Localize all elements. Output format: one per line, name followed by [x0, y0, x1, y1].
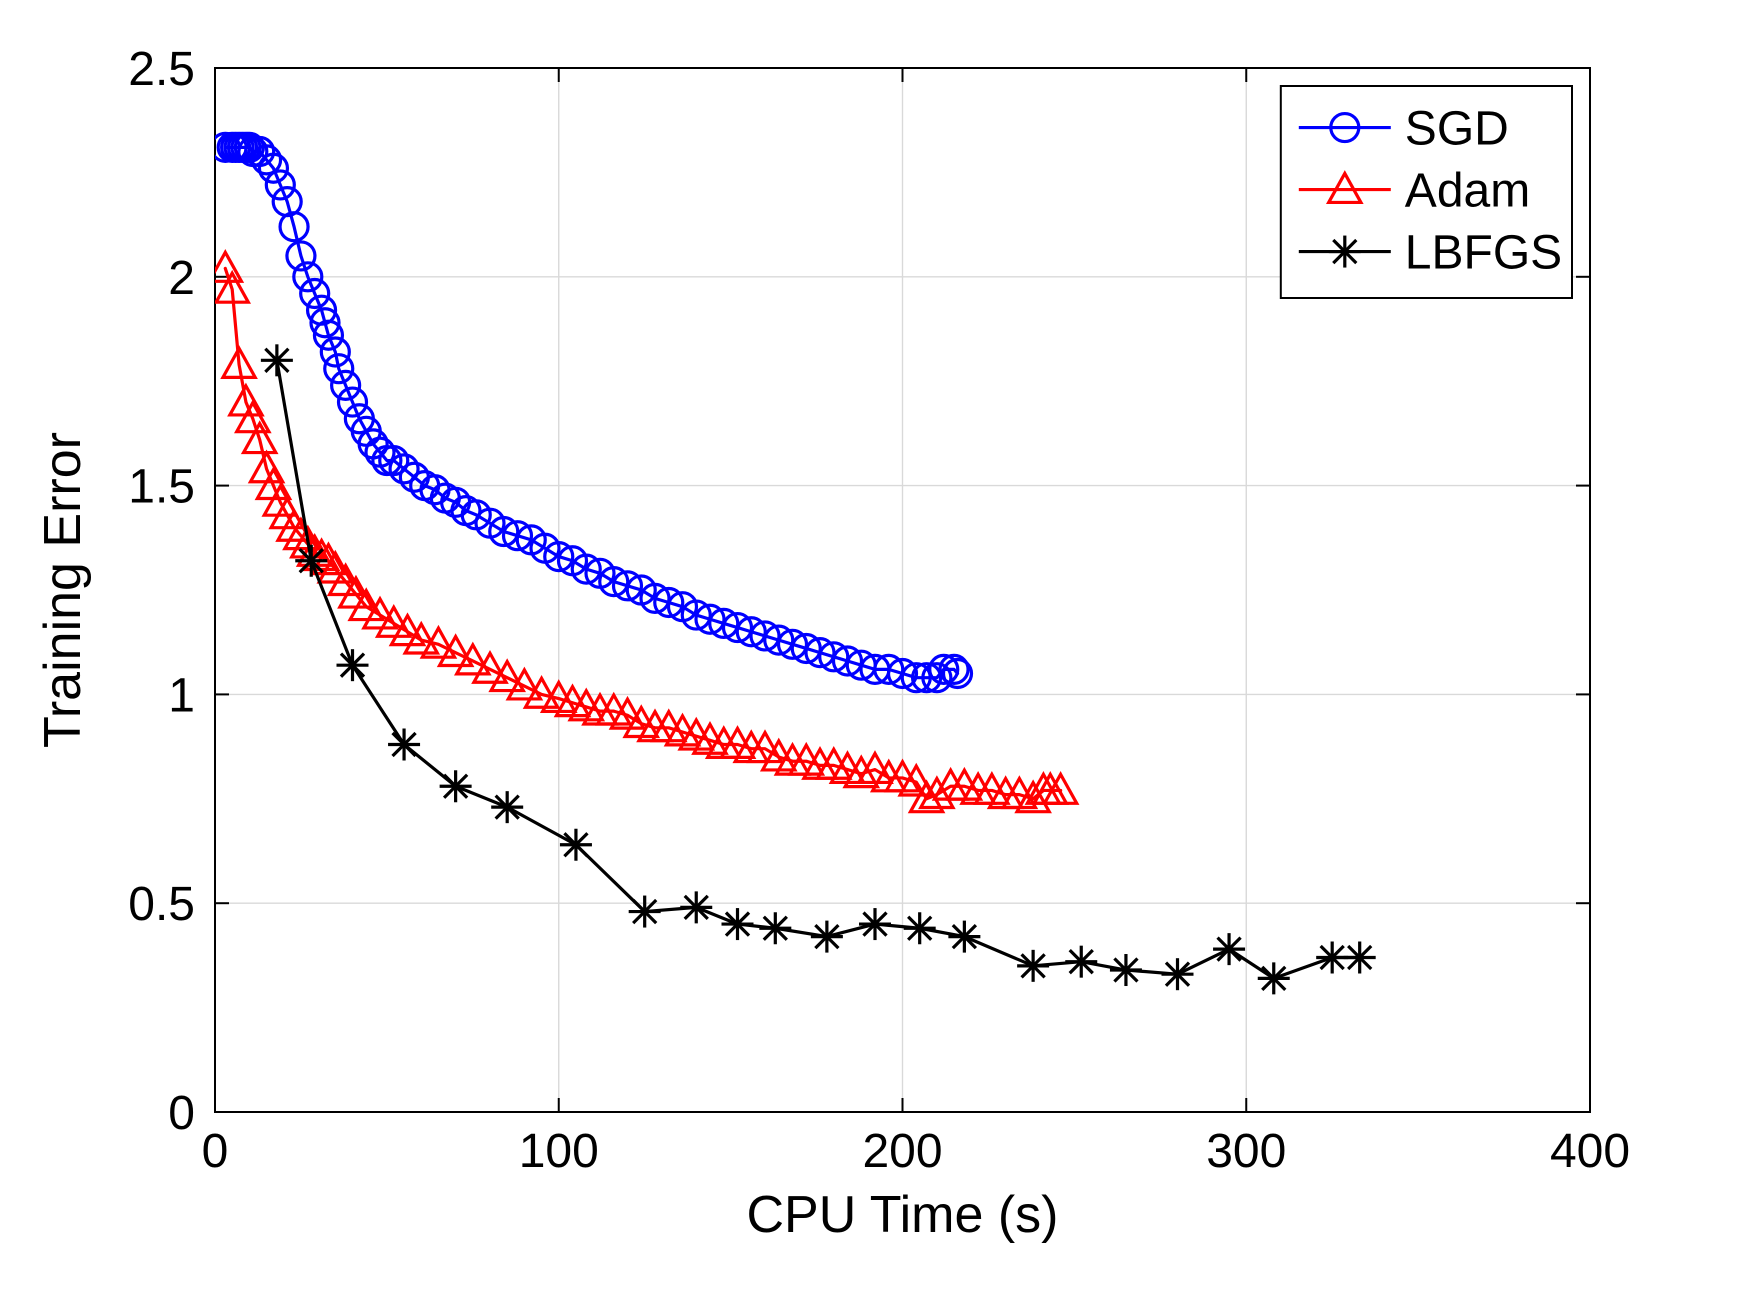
- legend-label: SGD: [1405, 102, 1509, 155]
- x-tick-label: 300: [1206, 1125, 1286, 1178]
- x-tick-label: 0: [202, 1125, 229, 1178]
- x-tick-label: 200: [862, 1125, 942, 1178]
- y-tick-label: 2: [168, 252, 195, 305]
- legend-label: Adam: [1405, 164, 1530, 217]
- y-tick-label: 1: [168, 669, 195, 722]
- y-tick-label: 0.5: [128, 878, 195, 931]
- x-tick-label: 400: [1550, 1125, 1630, 1178]
- y-axis-label: Training Error: [34, 432, 92, 748]
- y-tick-label: 0: [168, 1087, 195, 1140]
- y-tick-label: 2.5: [128, 43, 195, 96]
- chart-container: 0 100 200 300 400 0 0.5 1 1.5 2 2.5 CPU Time (s) Tra…: [0, 0, 1750, 1313]
- chart-svg: 0 100 200 300 400 0 0.5 1 1.5 2 2.5 CPU Time (s) Tra…: [0, 0, 1750, 1313]
- x-axis-label: CPU Time (s): [747, 1186, 1059, 1244]
- x-tick-label: 100: [519, 1125, 599, 1178]
- legend: SGD Adam LBFGS: [1281, 86, 1572, 298]
- legend-label: LBFGS: [1405, 226, 1562, 279]
- y-tick-label: 1.5: [128, 461, 195, 514]
